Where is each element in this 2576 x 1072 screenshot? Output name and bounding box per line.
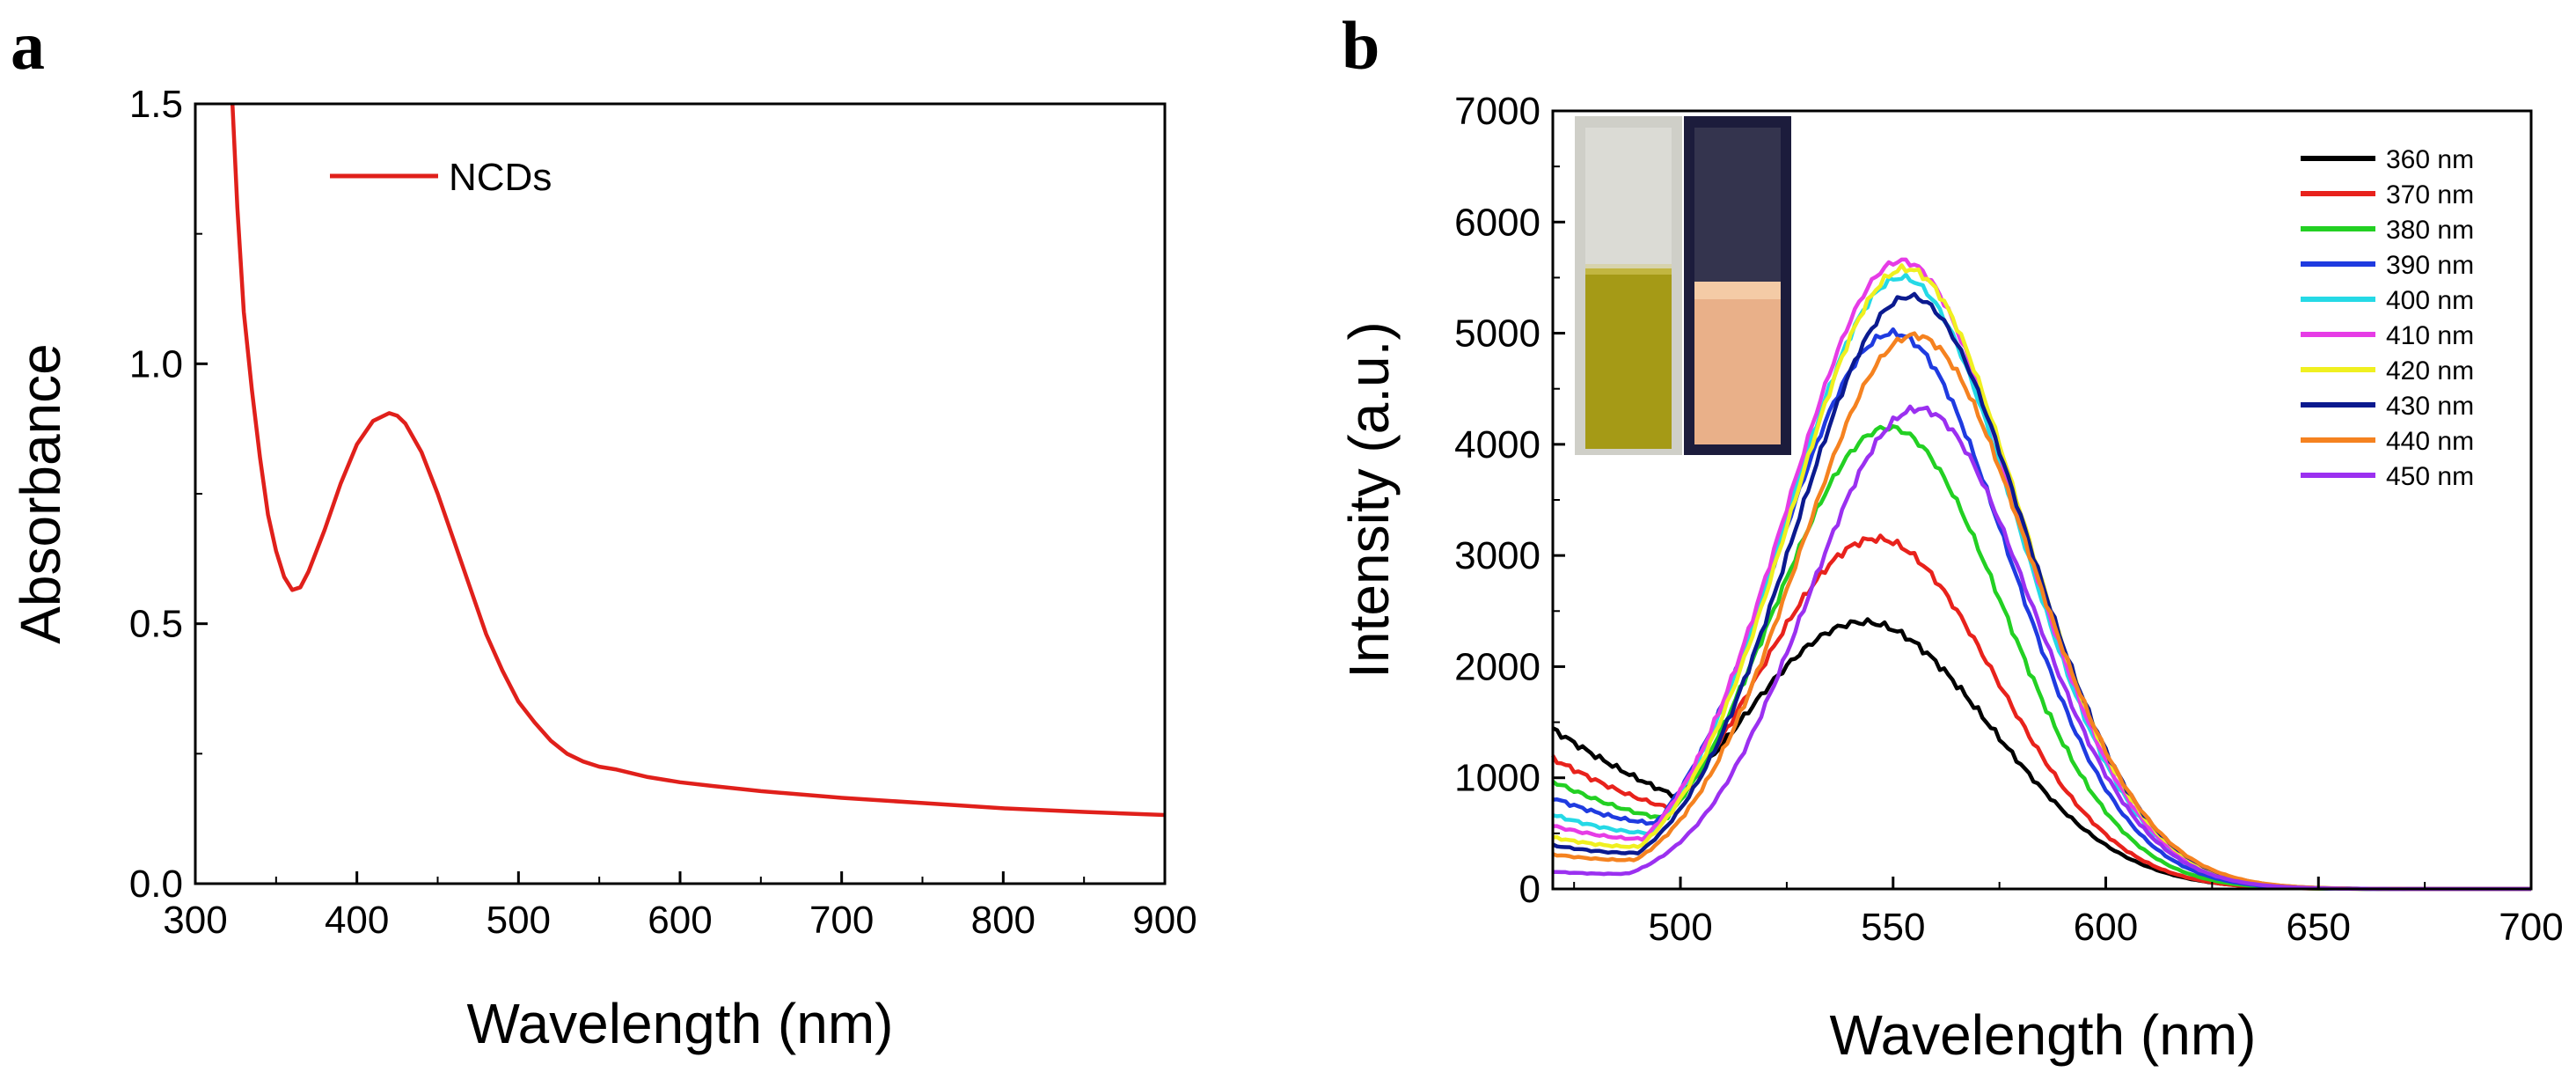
panel-a-series-line — [230, 103, 1166, 818]
panel-b-legend-label: 360 nm — [2386, 145, 2474, 174]
panel-a-y-ticks: 0.0 0.5 1.0 1.5 — [129, 83, 208, 906]
panel-a-x-tick-label: 900 — [1132, 899, 1197, 942]
panel-a-x-tick-label: 500 — [487, 899, 551, 942]
panel-b-y-tick-label: 0 — [1519, 868, 1540, 911]
panel-b-legend-label: 430 nm — [2386, 392, 2474, 421]
cuvette-photos-inset — [1575, 116, 1791, 455]
panel-b-legend-label: 390 nm — [2386, 251, 2474, 280]
cuvette-daylight-liquid — [1585, 268, 1672, 449]
panel-b-x-tick-label: 600 — [2074, 906, 2138, 949]
panel-b-y-ticks: 0 1000 2000 3000 4000 5000 6000 7000 — [1454, 90, 1565, 911]
panel-a-x-tick-label: 600 — [648, 899, 712, 942]
panel-a-series-layer — [230, 103, 1166, 818]
panel-b: 500 550 600 650 700 0 1000 2000 3000 4000 5000 600… — [1337, 90, 2564, 1067]
panel-a: 300 400 500 600 700 800 900 0.0 0.5 1.0 1.5 Wavel… — [9, 83, 1197, 1055]
cuvette-uv-liquid — [1694, 286, 1781, 444]
panel-b-y-tick-label: 5000 — [1454, 312, 1540, 356]
cuvette-uv-glow — [1694, 282, 1781, 299]
panel-b-x-tick-label: 650 — [2287, 906, 2351, 949]
panel-label-b: b — [1342, 7, 1379, 84]
panel-b-y-axis-label: Intensity (a.u.) — [1337, 321, 1401, 679]
panel-a-y-axis-label: Absorbance — [9, 343, 72, 644]
panel-a-y-tick-label: 0.0 — [129, 863, 183, 906]
panel-b-legend-label: 400 nm — [2386, 286, 2474, 315]
panel-a-x-tick-label: 800 — [971, 899, 1036, 942]
panel-a-x-tick-label: 400 — [325, 899, 389, 942]
panel-b-legend-label: 380 nm — [2386, 216, 2474, 245]
panel-b-x-tick-label: 500 — [1648, 906, 1712, 949]
panel-b-x-ticks: 500 550 600 650 700 — [1573, 877, 2564, 949]
panel-b-x-axis-label: Wavelength (nm) — [1830, 1003, 2257, 1067]
panel-b-legend-label: 450 nm — [2386, 462, 2474, 491]
panel-b-y-tick-label: 2000 — [1454, 645, 1540, 688]
panel-a-x-axis-label: Wavelength (nm) — [467, 992, 894, 1055]
panel-b-y-tick-label: 6000 — [1454, 201, 1540, 244]
panel-b-x-tick-label: 550 — [1861, 906, 1925, 949]
panel-b-legend-label: 420 nm — [2386, 356, 2474, 385]
panel-a-y-tick-label: 1.5 — [129, 83, 183, 126]
panel-b-y-tick-label: 3000 — [1454, 534, 1540, 577]
panel-b-x-tick-label: 700 — [2499, 906, 2563, 949]
panel-b-y-tick-label: 4000 — [1454, 423, 1540, 466]
panel-a-legend-label: NCDs — [449, 156, 552, 199]
cuvette-uv-glass — [1694, 128, 1781, 286]
panel-a-y-tick-label: 0.5 — [129, 603, 183, 646]
panel-a-frame — [194, 102, 1167, 885]
panel-label-a: a — [11, 7, 45, 84]
panel-b-legend-label: 440 nm — [2386, 427, 2474, 456]
panel-b-legend: 360 nm 370 nm 380 nm 390 nm 400 nm 410 nm 420 … — [2301, 145, 2474, 491]
cuvette-daylight-glass — [1585, 128, 1672, 268]
panel-b-y-tick-label: 7000 — [1454, 90, 1540, 133]
panel-b-legend-label: 410 nm — [2386, 321, 2474, 350]
panel-a-x-tick-label: 300 — [163, 899, 227, 942]
panel-a-x-ticks: 300 400 500 600 700 800 900 — [163, 871, 1197, 942]
panel-a-y-tick-label: 1.0 — [129, 342, 183, 385]
panel-b-y-tick-label: 1000 — [1454, 757, 1540, 800]
panel-b-legend-label: 370 nm — [2386, 180, 2474, 209]
panel-a-x-tick-label: 700 — [809, 899, 874, 942]
